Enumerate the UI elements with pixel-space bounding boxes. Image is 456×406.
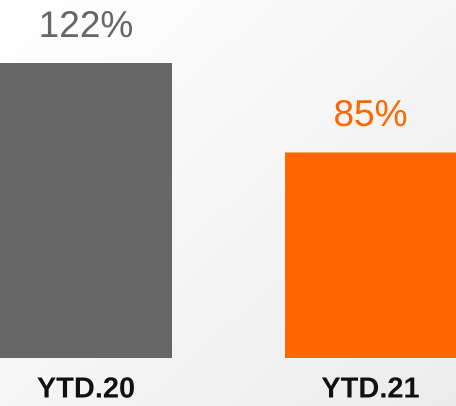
value-label: 122%	[39, 4, 134, 45]
value-label: 85%	[333, 93, 407, 134]
category-label: YTD.20	[37, 373, 135, 405]
bar	[285, 152, 456, 358]
category-label: YTD.21	[321, 373, 419, 405]
bar	[0, 63, 172, 358]
